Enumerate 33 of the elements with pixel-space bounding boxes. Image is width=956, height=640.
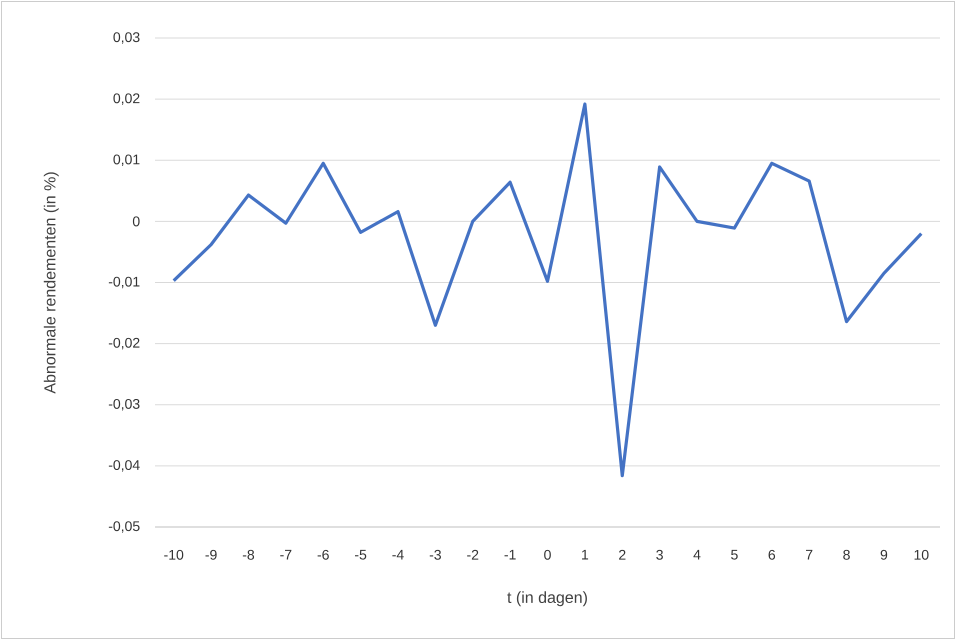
x-tick-label: -2	[467, 550, 478, 560]
x-tick-label: -4	[392, 550, 404, 560]
x-tick-label: -6	[318, 550, 329, 560]
y-tick-label: -0,02	[108, 338, 140, 350]
y-tick-label: 0	[132, 216, 140, 226]
x-axis-title: t (in dagen)	[507, 591, 587, 606]
y-tick-label: 0,01	[113, 154, 140, 166]
x-tick-label: -1	[504, 550, 516, 560]
y-axis-title: Abnormale rendementen (in %)	[44, 172, 59, 394]
x-tick-label: 4	[693, 550, 700, 560]
x-tick-label: 1	[582, 550, 588, 560]
x-tick-label: -5	[355, 550, 366, 560]
y-tick-label: -0,04	[108, 460, 140, 472]
y-tick-label: -0,05	[108, 521, 140, 533]
x-tick-label: 6	[768, 550, 776, 560]
x-tick-label: 7	[806, 550, 812, 560]
x-tick-label: 8	[843, 550, 850, 560]
y-tick-label: -0,03	[108, 398, 140, 411]
y-tick-label: 0,02	[113, 93, 140, 105]
x-tick-label: 9	[880, 550, 888, 560]
y-tick-label: 0,03	[113, 32, 140, 44]
line-series	[172, 102, 923, 478]
x-tick-label: -7	[280, 550, 292, 560]
x-tick-label: 3	[656, 550, 663, 560]
y-tick-label: -0,01	[108, 276, 140, 288]
x-tick-label: -3	[430, 550, 441, 560]
x-tick-label: 10	[914, 550, 929, 560]
x-tick-label: -10	[164, 550, 184, 560]
x-tick-label: 0	[544, 550, 551, 560]
x-tick-label: 2	[619, 550, 626, 560]
x-tick-label: -8	[242, 550, 254, 560]
x-tick-label: 5	[731, 550, 738, 560]
x-tick-label: -9	[205, 550, 217, 560]
